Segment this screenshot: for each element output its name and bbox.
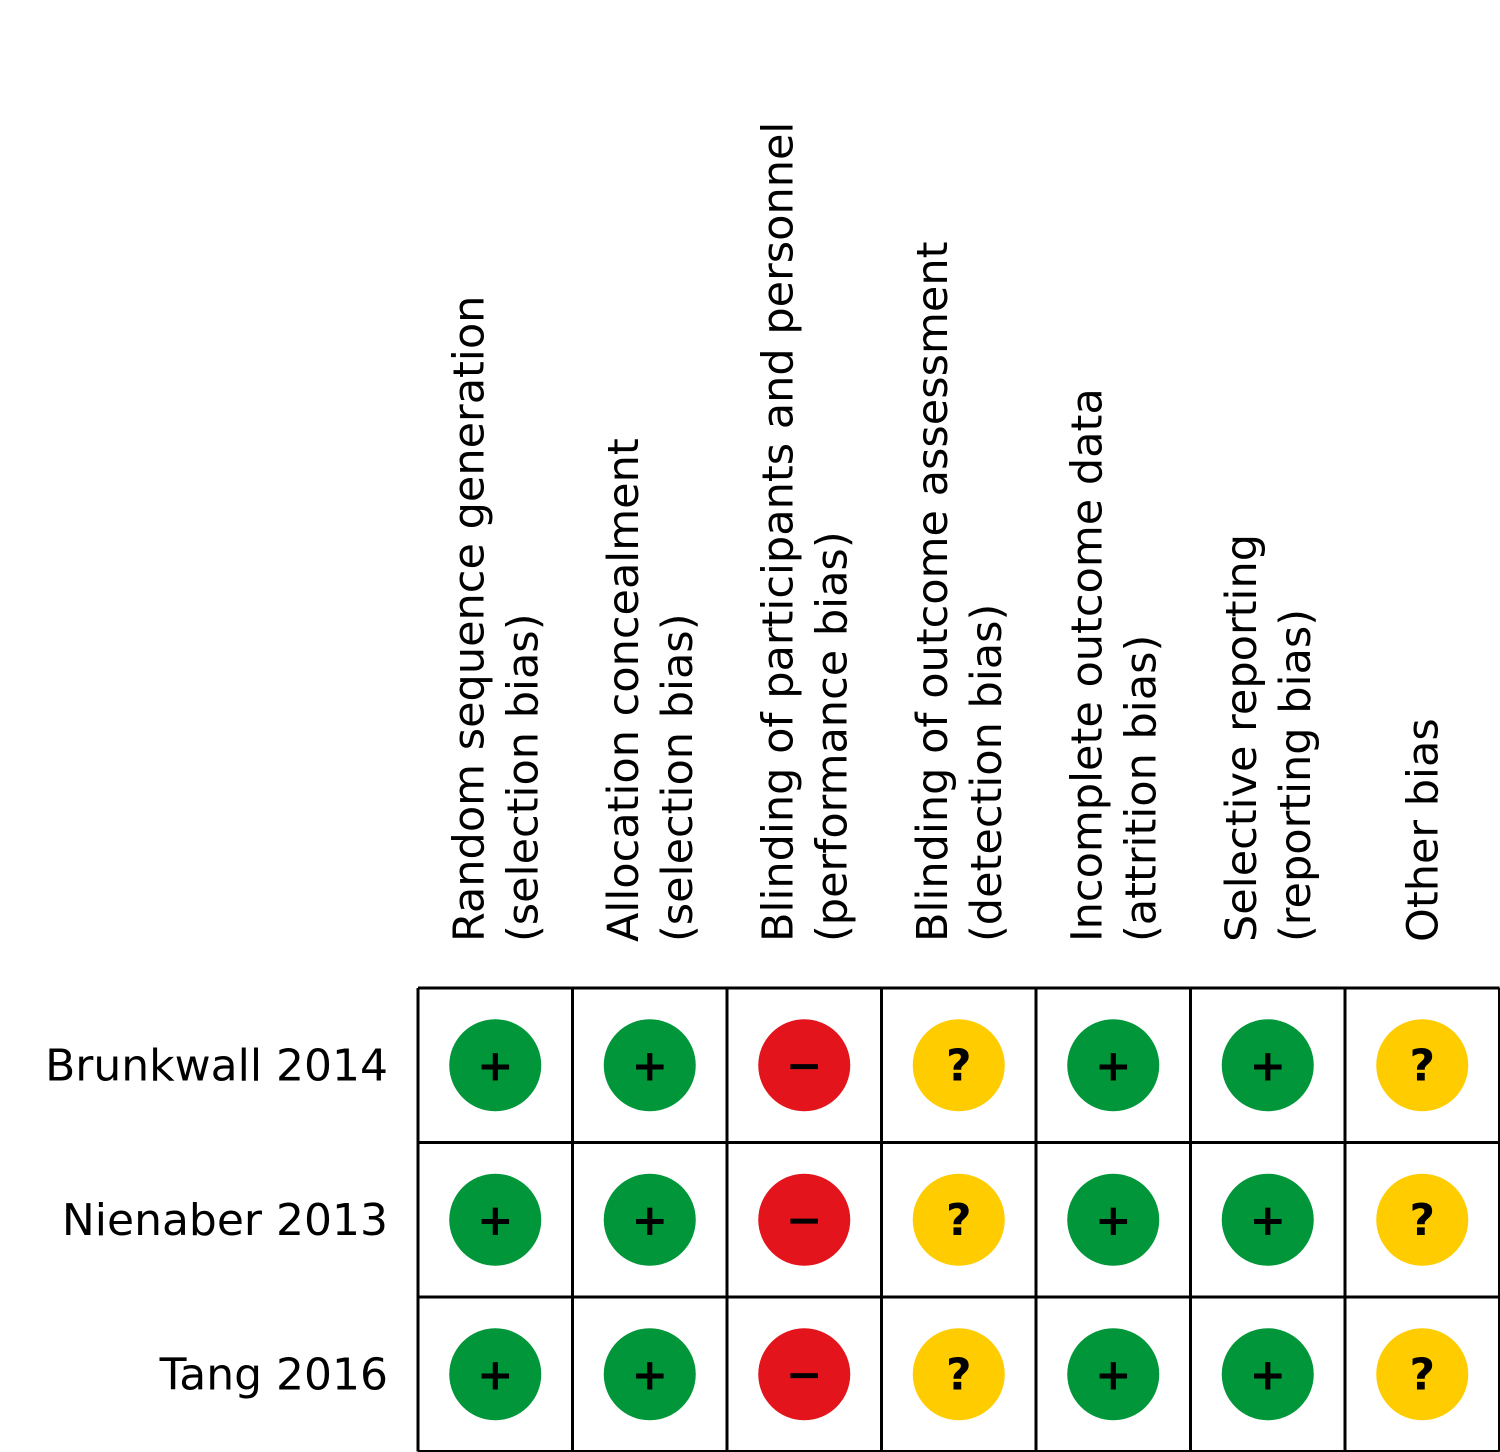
row-label: Brunkwall 2014 <box>45 1040 388 1091</box>
table-cells: + + −? + + ? + + −? + + ? + + −? + +? <box>449 1019 1469 1421</box>
row-labels: Brunkwall 2014 Nienaber 2013 Tang 2016 <box>45 1040 388 1400</box>
risk-cell: + <box>1221 1173 1314 1266</box>
risk-cell: + <box>449 1328 542 1421</box>
column-label-6-line-1: Selective reporting <box>1217 534 1267 942</box>
risk-cell: ? <box>1376 1173 1469 1266</box>
column-label-5: Incomplete outcome data (attrition bias) <box>1062 388 1166 942</box>
risk-low-symbol: + <box>631 1040 668 1091</box>
risk-low-circle <box>1221 1173 1314 1266</box>
risk-high-circle <box>758 1019 851 1112</box>
risk-low-symbol: + <box>477 1349 514 1400</box>
risk-low-symbol: + <box>1249 1349 1286 1400</box>
risk-cell: + <box>1067 1019 1160 1112</box>
risk-high-symbol: − <box>786 1349 823 1400</box>
risk-cell: + <box>449 1019 542 1112</box>
column-label-7: Other bias <box>1398 718 1448 942</box>
risk-low-circle <box>603 1019 696 1112</box>
risk-cell: − <box>758 1328 851 1421</box>
column-label-3-line-1: Blinding of participants and personnel <box>753 122 803 942</box>
risk-low-symbol: + <box>1095 1349 1132 1400</box>
risk-low-symbol: + <box>1249 1195 1286 1246</box>
risk-cell: + <box>449 1173 542 1266</box>
risk-low-circle <box>1067 1173 1160 1266</box>
column-label-3-line-2: (performance bias) <box>807 531 857 942</box>
risk-low-symbol: + <box>477 1195 514 1246</box>
risk-low-circle <box>603 1328 696 1421</box>
risk-cell: ? <box>912 1173 1005 1266</box>
risk-cell: + <box>603 1173 696 1266</box>
risk-cell: + <box>1067 1173 1160 1266</box>
risk-cell: + <box>1221 1019 1314 1112</box>
risk-unclear-symbol: ? <box>1409 1040 1435 1091</box>
risk-low-symbol: + <box>1095 1040 1132 1091</box>
risk-cell: + <box>1067 1328 1160 1421</box>
risk-low-circle <box>1221 1328 1314 1421</box>
column-label-1: Random sequence generation (selection bia… <box>444 296 548 942</box>
risk-cell: ? <box>1376 1328 1469 1421</box>
risk-low-circle <box>1221 1019 1314 1112</box>
column-label-4: Blinding of outcome assessment (detection… <box>908 242 1012 942</box>
risk-unclear-symbol: ? <box>946 1195 972 1246</box>
column-label-2-line-1: Allocation concealment <box>599 438 649 942</box>
risk-high-symbol: − <box>786 1040 823 1091</box>
column-label-5-line-1: Incomplete outcome data <box>1062 388 1112 942</box>
risk-low-circle <box>449 1328 542 1421</box>
risk-high-circle <box>758 1328 851 1421</box>
risk-unclear-circle <box>912 1019 1005 1112</box>
risk-low-circle <box>449 1019 542 1112</box>
column-label-1-line-2: (selection bias) <box>498 614 548 942</box>
column-label-1-line-1: Random sequence generation <box>444 296 494 942</box>
column-label-6-line-2: (reporting bias) <box>1271 609 1321 942</box>
risk-low-symbol: + <box>1095 1195 1132 1246</box>
risk-cell: ? <box>912 1019 1005 1112</box>
column-label-6: Selective reporting (reporting bias) <box>1217 534 1321 942</box>
row-label: Tang 2016 <box>159 1349 388 1400</box>
risk-low-circle <box>1067 1328 1160 1421</box>
risk-high-circle <box>758 1173 851 1266</box>
column-label-2-line-2: (selection bias) <box>653 614 703 942</box>
column-label-4-line-1: Blinding of outcome assessment <box>908 242 958 942</box>
column-label-5-line-2: (attrition bias) <box>1116 635 1166 942</box>
risk-low-circle <box>603 1173 696 1266</box>
risk-unclear-circle <box>912 1328 1005 1421</box>
column-label-2: Allocation concealment (selection bias) <box>599 438 703 942</box>
risk-unclear-circle <box>1376 1173 1469 1266</box>
risk-cell: + <box>603 1328 696 1421</box>
column-label-3: Blinding of participants and personnel (p… <box>753 122 857 942</box>
risk-low-symbol: + <box>631 1349 668 1400</box>
risk-unclear-symbol: ? <box>946 1040 972 1091</box>
risk-high-symbol: − <box>786 1195 823 1246</box>
row-label: Nienaber 2013 <box>62 1195 388 1246</box>
column-labels: Random sequence generation (selection bia… <box>444 122 1448 942</box>
risk-unclear-symbol: ? <box>1409 1195 1435 1246</box>
risk-cell: − <box>758 1019 851 1112</box>
risk-low-symbol: + <box>477 1040 514 1091</box>
risk-low-symbol: + <box>631 1195 668 1246</box>
risk-unclear-circle <box>1376 1019 1469 1112</box>
risk-unclear-symbol: ? <box>1409 1349 1435 1400</box>
risk-cell: ? <box>1376 1019 1469 1112</box>
risk-low-circle <box>1067 1019 1160 1112</box>
risk-low-circle <box>449 1173 542 1266</box>
risk-cell: + <box>1221 1328 1314 1421</box>
risk-unclear-symbol: ? <box>946 1349 972 1400</box>
risk-unclear-circle <box>1376 1328 1469 1421</box>
risk-cell: ? <box>912 1328 1005 1421</box>
risk-cell: − <box>758 1173 851 1266</box>
risk-cell: + <box>603 1019 696 1112</box>
column-label-4-line-2: (detection bias) <box>962 604 1012 942</box>
risk-low-symbol: + <box>1249 1040 1286 1091</box>
column-label-7-line-1: Other bias <box>1398 718 1448 942</box>
risk-unclear-circle <box>912 1173 1005 1266</box>
